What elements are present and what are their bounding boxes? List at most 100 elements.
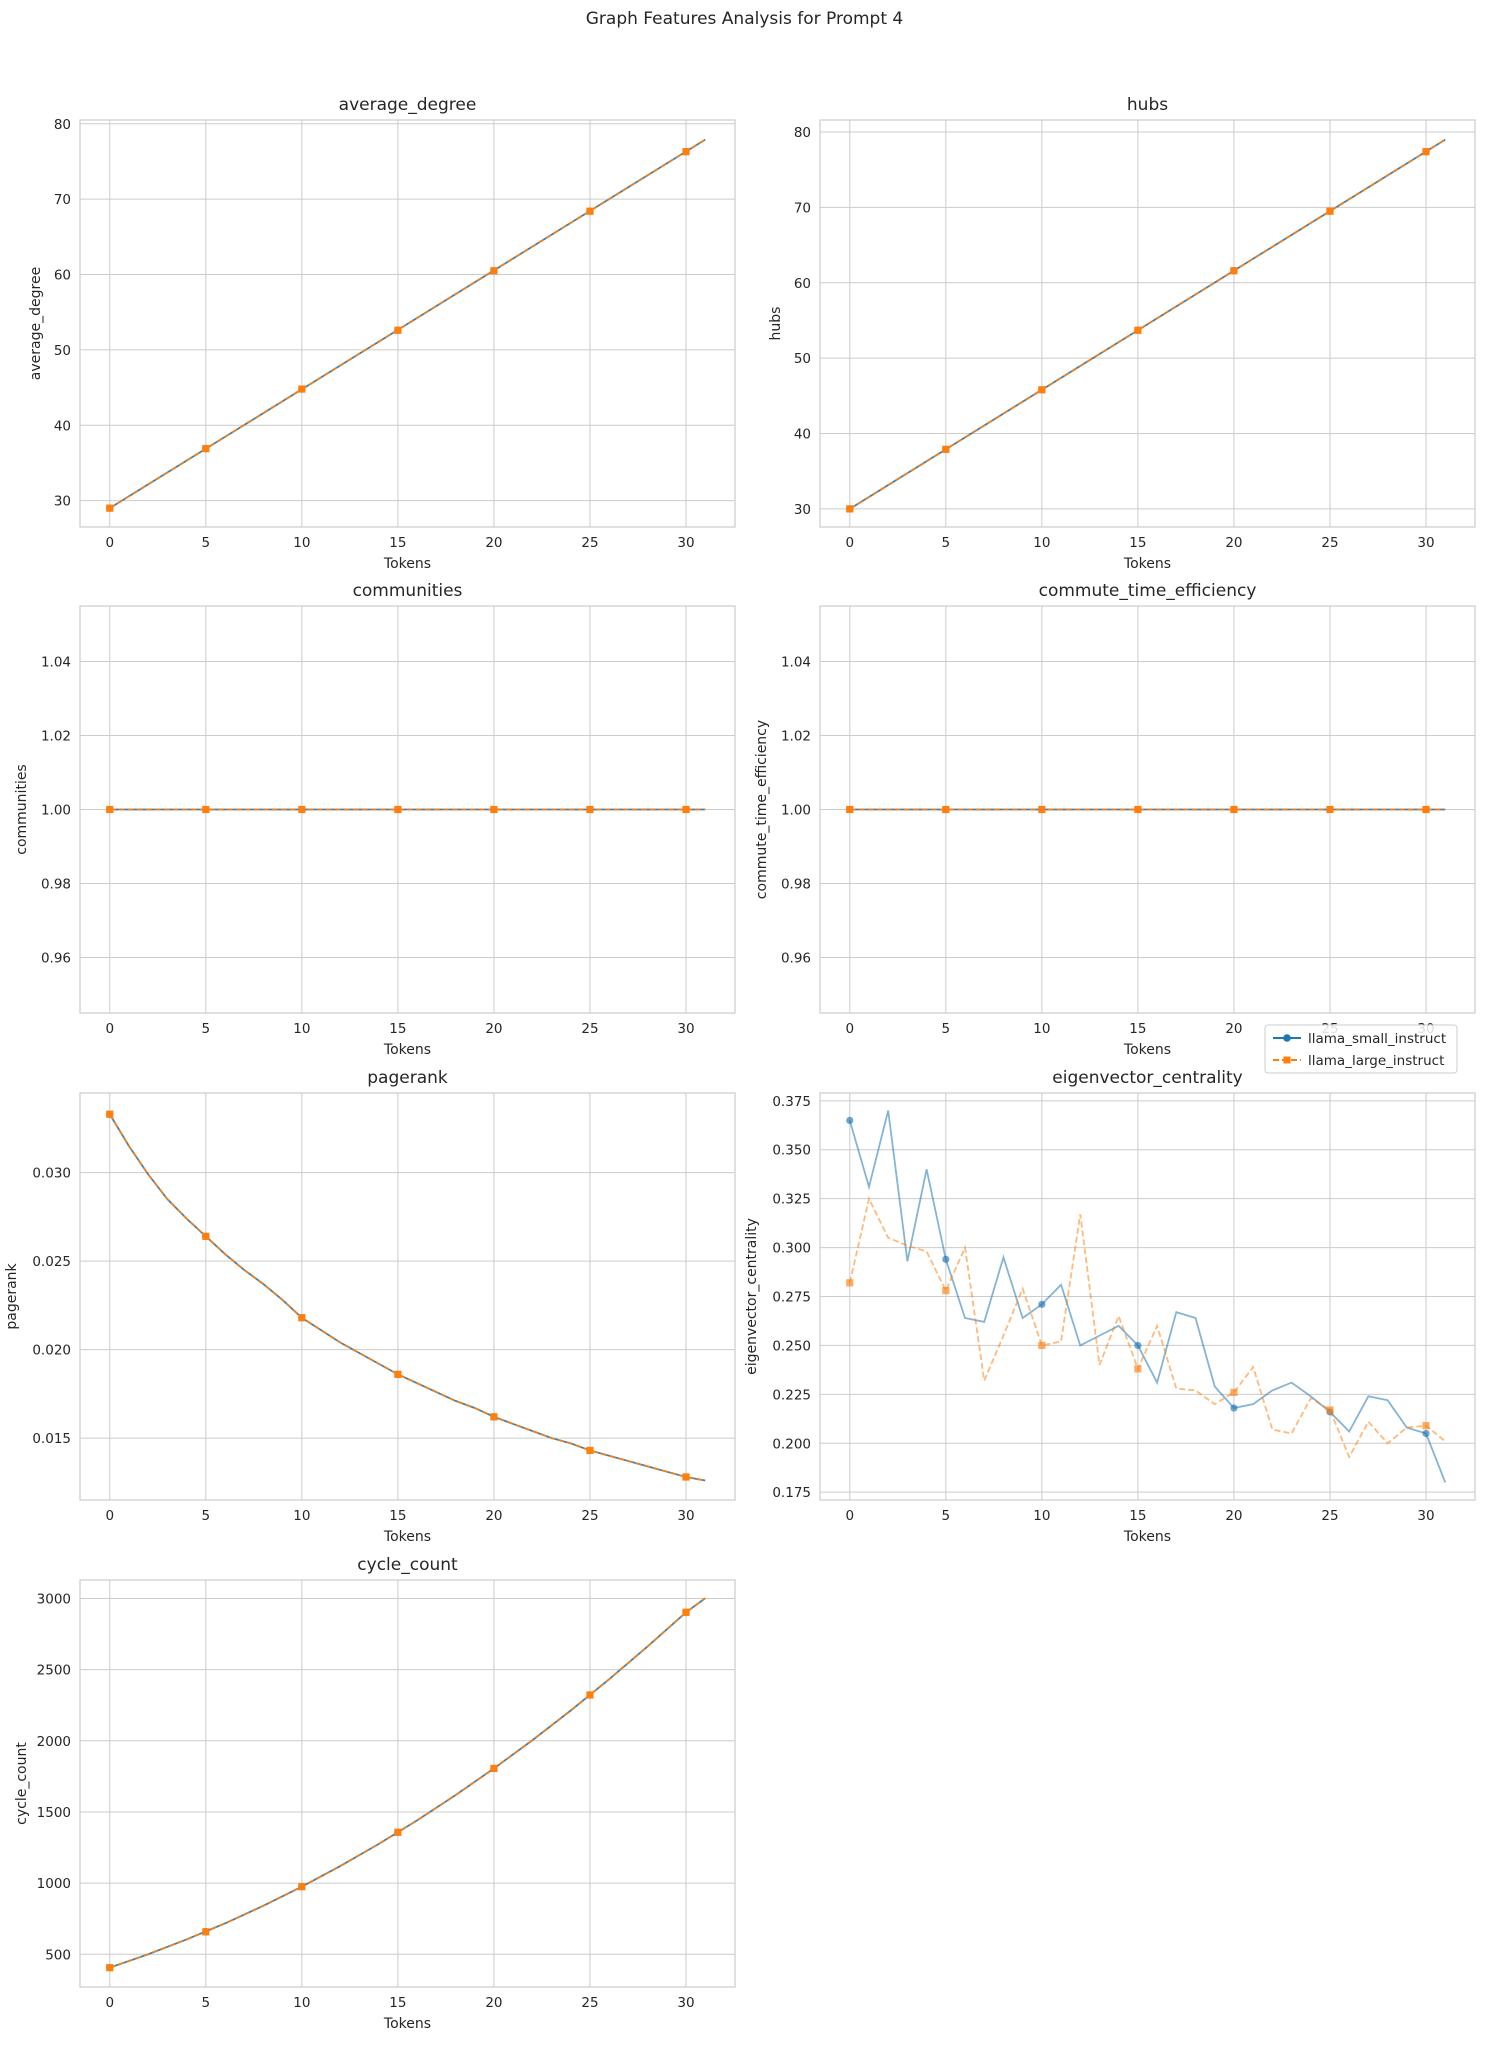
panel-title: communities xyxy=(353,581,463,601)
figure-title: Graph Features Analysis for Prompt 4 xyxy=(586,9,903,29)
grid-average-degree xyxy=(80,120,735,527)
x-axis-label: Tokens xyxy=(1123,556,1171,572)
y-tick-label: 0.98 xyxy=(41,877,71,893)
series-line xyxy=(848,1195,1446,1460)
data-point xyxy=(1134,1341,1142,1350)
grid-hubs xyxy=(820,120,1475,527)
x-tick-label: 0 xyxy=(105,1508,114,1524)
data-point xyxy=(586,1691,594,1699)
y-tick-label: 0.96 xyxy=(781,951,811,967)
legend-label-llama-small-instruct: llama_small_instruct xyxy=(1308,1031,1446,1047)
y-tick-label: 1.02 xyxy=(781,729,811,745)
x-tick-label: 5 xyxy=(942,1508,951,1524)
panel-eigenvector-centrality: 0 5 10 15 20 25 30 0.175 0.200 0.225 0.250 0.275 0.3… xyxy=(744,1068,1476,1545)
panel-cycle-count: 0 5 10 15 20 25 30 500 1000 1500 2000 2500 3000 cycle… xyxy=(14,1555,736,2032)
data-point xyxy=(1326,207,1334,215)
panel-communities: 0 5 10 15 20 25 30 0.96 0.98 1.00 1.02 1.04 communit… xyxy=(14,581,736,1058)
y-tick-label: 500 xyxy=(45,1947,71,1963)
y-axis-label: communities xyxy=(14,764,30,854)
data-point xyxy=(846,805,854,814)
data-point xyxy=(298,805,306,814)
y-tick-label: 0.275 xyxy=(772,1290,811,1306)
data-point xyxy=(1422,1422,1430,1430)
panel-title: pagerank xyxy=(367,1068,448,1088)
data-point xyxy=(106,805,114,814)
y-tick-label: 0.98 xyxy=(781,877,811,893)
series-line xyxy=(108,1113,706,1482)
data-point xyxy=(394,1370,402,1378)
x-tick-label: 0 xyxy=(845,1508,854,1524)
panel-title: eigenvector_centrality xyxy=(1052,1068,1242,1088)
data-point xyxy=(1422,805,1430,814)
data-point xyxy=(682,1608,690,1616)
legend-marker-llama-small-instruct xyxy=(1283,1034,1291,1042)
x-tick-label: 20 xyxy=(1225,1508,1242,1524)
data-point xyxy=(1134,326,1142,334)
series-line xyxy=(109,1597,706,1969)
data-point xyxy=(202,1232,210,1240)
data-point xyxy=(682,1473,690,1481)
x-tick-label: 10 xyxy=(293,1995,310,2011)
y-tick-label: 30 xyxy=(54,494,71,510)
x-tick-label: 10 xyxy=(1033,1021,1050,1037)
x-tick-label: 20 xyxy=(485,1995,502,2011)
x-tick-label: 30 xyxy=(1417,535,1434,551)
x-tick-label: 5 xyxy=(942,535,951,551)
y-axis-label: commute_time_efficiency xyxy=(754,720,770,899)
grid-pagerank xyxy=(80,1093,735,1500)
data-point xyxy=(106,1110,114,1118)
axes-frame-average-degree xyxy=(79,119,736,528)
data-point xyxy=(1038,805,1046,814)
panel-commute-time-efficiency: 0510152025300.960.981.001.021.04commute_… xyxy=(754,581,1476,1058)
data-point xyxy=(106,504,114,512)
x-tick-label: 5 xyxy=(942,1021,951,1037)
data-point xyxy=(942,1255,950,1263)
y-tick-label: 60 xyxy=(794,276,811,292)
series-llama-large-instruct-eigenvector-centrality xyxy=(846,1195,1446,1460)
plot-area-pagerank xyxy=(80,1093,735,1500)
x-tick-label: 30 xyxy=(1417,1508,1434,1524)
y-tick-label: 2500 xyxy=(37,1663,71,1679)
data-point xyxy=(490,267,498,275)
y-tick-label: 0.030 xyxy=(32,1166,71,1182)
legend-frame xyxy=(1264,1024,1458,1074)
data-point xyxy=(1038,386,1046,394)
panel-pagerank: 0 5 10 15 20 25 30 0.015 0.020 0.025 0.030 pagerank… xyxy=(4,1068,736,1545)
panel-title: average_degree xyxy=(339,95,477,115)
y-tick-label: 0.225 xyxy=(772,1387,811,1403)
y-tick-label: 50 xyxy=(794,351,811,367)
data-point xyxy=(490,805,498,814)
x-tick-label: 15 xyxy=(389,1995,406,2011)
y-tick-label: 0.375 xyxy=(772,1094,811,1110)
x-tick-label: 5 xyxy=(202,1021,211,1037)
data-point xyxy=(682,148,690,156)
x-axis-label: Tokens xyxy=(383,1529,431,1545)
y-tick-label: 0.300 xyxy=(772,1241,811,1257)
data-point xyxy=(394,805,402,814)
panel-title: commute_time_efficiency xyxy=(1039,581,1257,601)
x-tick-label: 5 xyxy=(202,1508,211,1524)
y-tick-label: 80 xyxy=(54,117,71,133)
series-llama-large-instruct-pagerank xyxy=(106,1110,706,1482)
y-tick-label: 30 xyxy=(794,502,811,518)
y-tick-label: 1500 xyxy=(37,1805,71,1821)
y-tick-label: 0.015 xyxy=(32,1431,71,1447)
series-llama-large-instruct-hubs xyxy=(846,138,1446,513)
x-tick-label: 25 xyxy=(1321,1508,1338,1524)
data-point xyxy=(846,1279,854,1287)
y-axis-label: hubs xyxy=(768,307,784,341)
y-tick-label: 1000 xyxy=(37,1876,71,1892)
series-llama-large-instruct-communities xyxy=(106,805,706,814)
data-point xyxy=(1230,1404,1238,1412)
data-point xyxy=(1230,267,1238,275)
y-tick-label: 0.350 xyxy=(772,1143,811,1159)
x-tick-label: 15 xyxy=(1129,1021,1146,1037)
series-line xyxy=(848,1110,1447,1483)
data-point xyxy=(1326,1406,1334,1414)
x-tick-label: 30 xyxy=(677,1508,694,1524)
x-axis-label: Tokens xyxy=(383,1042,431,1058)
y-tick-label: 80 xyxy=(794,125,811,141)
data-point xyxy=(1038,1300,1046,1308)
axes-frame-hubs xyxy=(819,119,1476,528)
